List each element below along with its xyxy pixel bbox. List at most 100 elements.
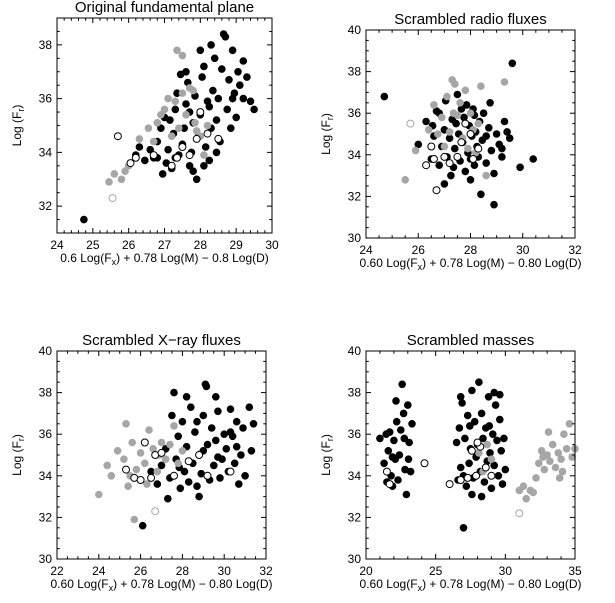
point-filled-gray [445, 128, 454, 136]
point-filled-black [404, 455, 413, 464]
point-filled-black [202, 382, 211, 391]
point-open-black [170, 471, 178, 480]
point-filled-black [491, 401, 500, 409]
point-filled-gray [178, 446, 187, 455]
point-filled-black [135, 143, 144, 151]
point-filled-black [461, 434, 469, 443]
x-tick-label: 24 [359, 243, 373, 257]
point-filled-gray [401, 176, 410, 184]
point-filled-gray [143, 480, 151, 488]
point-filled-black [390, 436, 398, 445]
y-axis-label-rest: ) [10, 105, 24, 109]
y-axis-label: Log (Fr) [319, 434, 335, 476]
panel-2: 24 26 28 30 32 30 32 34 36 38 40 Scrambled radio fl… [319, 11, 582, 272]
point-open-black [122, 465, 130, 474]
point-filled-gray [167, 132, 176, 140]
data-points [95, 380, 258, 530]
point-filled-black [193, 482, 201, 491]
point-open-black [203, 129, 212, 138]
point-filled-black [459, 523, 468, 532]
point-open-black [463, 473, 472, 482]
point-filled-black [480, 478, 489, 486]
point-filled-gray [189, 86, 197, 95]
y-tick-label: 36 [39, 92, 53, 106]
point-filled-black [241, 471, 249, 480]
point-filled-black [198, 73, 206, 81]
point-open-black [167, 161, 176, 170]
point-filled-gray [540, 465, 549, 474]
x-tick-label: 27 [158, 238, 172, 252]
point-filled-black [488, 430, 497, 439]
point-filled-black [232, 417, 241, 426]
x-axis-label: 0.60 Log(Fx) + 0.78 Log(M) − 0.80 Log(D) [360, 577, 582, 593]
x-tick-label: 26 [412, 243, 426, 257]
point-open-gray [108, 194, 117, 203]
point-filled-black [138, 521, 147, 530]
point-filled-gray [456, 99, 464, 107]
x-tick-label: 29 [229, 238, 243, 252]
point-filled-black [376, 434, 384, 443]
point-filled-black [212, 116, 221, 124]
point-filled-black [239, 57, 248, 65]
point-filled-black [182, 100, 190, 108]
point-open-black [173, 153, 181, 162]
chart-title: Scrambled X−ray fluxes [82, 332, 241, 349]
point-filled-gray [95, 490, 103, 499]
point-filled-gray [565, 419, 574, 428]
point-filled-black [187, 403, 195, 412]
point-filled-black [216, 474, 224, 482]
point-filled-gray [149, 137, 158, 146]
x-axis-label: 0.60 Log(Fx) + 0.78 Log(M) − 0.80 Log(D) [51, 577, 273, 593]
point-filled-black [447, 171, 455, 180]
point-filled-black [477, 190, 485, 199]
point-filled-black [200, 162, 208, 170]
y-tick-label: 32 [348, 510, 362, 524]
point-filled-gray [529, 488, 538, 497]
point-filled-black [223, 105, 231, 114]
point-filled-black [176, 484, 185, 493]
point-filled-black [182, 392, 191, 401]
point-filled-black [479, 434, 487, 443]
point-filled-black [209, 86, 217, 95]
y-axis-label-sub: r [16, 109, 26, 112]
x-tick-label: 24 [50, 238, 64, 252]
point-filled-black [414, 140, 423, 149]
x-tick-label: 28 [464, 243, 478, 257]
point-filled-black [168, 411, 176, 420]
point-open-black [461, 119, 470, 128]
point-filled-black [243, 73, 251, 81]
point-filled-gray [555, 474, 564, 482]
chart-title: Original fundamental plane [75, 0, 254, 16]
point-filled-black [234, 68, 242, 76]
point-filled-black [235, 480, 243, 488]
y-axis-label-rest: ) [319, 113, 333, 117]
point-open-black [113, 132, 122, 141]
point-open-black [473, 438, 482, 447]
point-filled-gray [174, 459, 182, 468]
point-filled-black [203, 440, 212, 449]
y-tick-label: 36 [348, 427, 362, 441]
point-filled-gray [161, 455, 170, 464]
point-filled-gray [135, 135, 144, 143]
point-filled-gray [411, 146, 420, 155]
point-filled-black [477, 409, 486, 418]
point-filled-black [465, 422, 474, 430]
point-filled-gray [562, 444, 571, 453]
y-axis-label-rest: ) [319, 434, 333, 438]
point-filled-black [501, 465, 510, 474]
point-filled-black [222, 444, 231, 453]
point-filled-gray [560, 430, 568, 439]
point-filled-black [171, 105, 180, 114]
point-open-black [136, 476, 145, 484]
point-filled-black [205, 102, 214, 111]
point-open-gray [151, 507, 160, 516]
x-tick-label: 20 [359, 564, 373, 578]
point-filled-gray [461, 86, 470, 95]
point-filled-black [236, 81, 244, 89]
point-open-black [466, 130, 475, 138]
point-filled-gray [450, 80, 459, 88]
point-filled-black [214, 94, 223, 103]
y-tick-label: 32 [39, 199, 53, 213]
point-filled-gray [153, 119, 162, 127]
point-filled-black [405, 438, 414, 447]
